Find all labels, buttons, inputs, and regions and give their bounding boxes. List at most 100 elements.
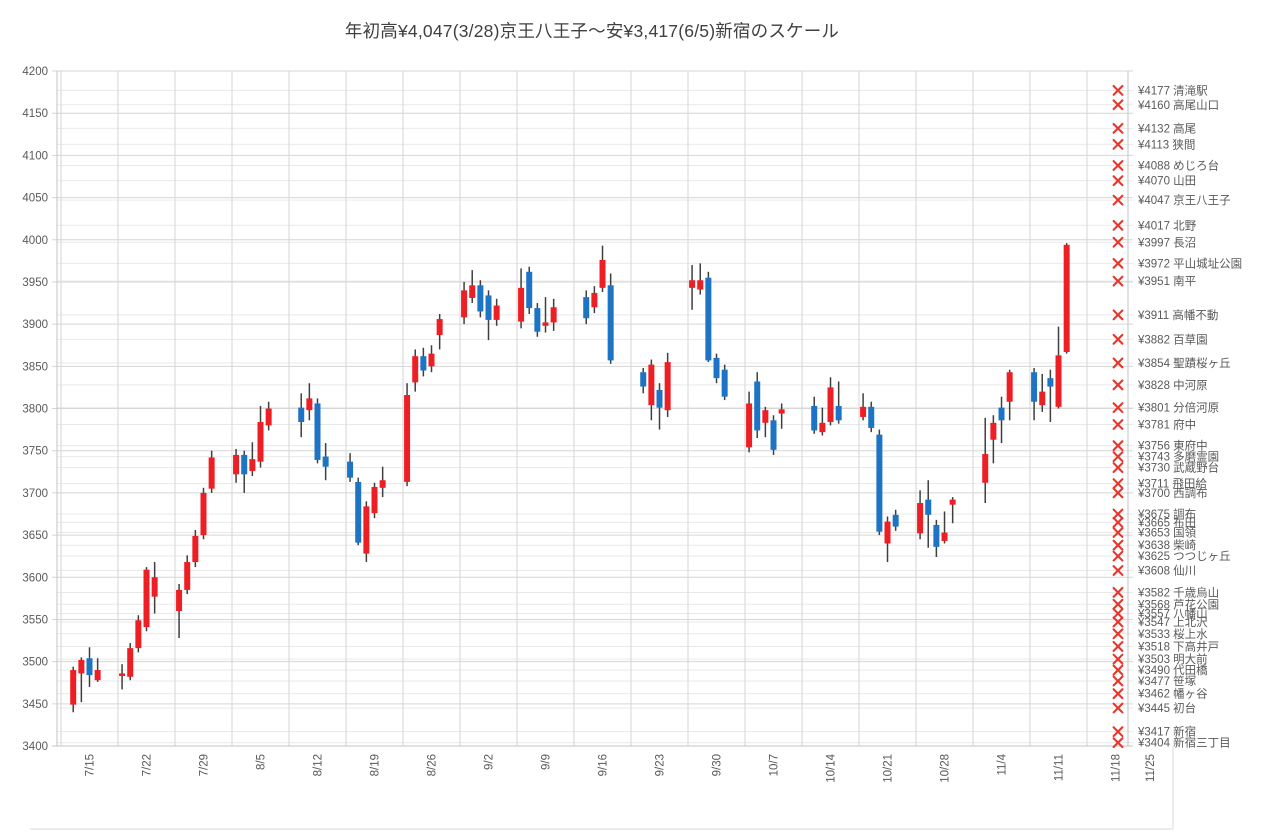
candle-up (184, 562, 191, 590)
candle-up (371, 486, 378, 514)
candle-up (265, 408, 272, 426)
x-axis-tick-label: 10/14 (826, 753, 838, 782)
candle-down (314, 403, 321, 460)
x-marker-icon (1112, 357, 1124, 369)
x-axis-tick-label: 10/7 (769, 754, 781, 776)
candle-down (322, 456, 329, 467)
x-axis-tick-label: 8/5 (256, 754, 268, 770)
candle-down (998, 407, 1005, 421)
x-axis-tick-label: 9/9 (541, 754, 553, 770)
candle-up (404, 395, 411, 482)
station-price-label: ¥4113 狭間 (1137, 138, 1195, 151)
candle-down (656, 389, 663, 408)
station-price-label: ¥3781 府中 (1137, 418, 1196, 432)
x-marker-icon (1112, 653, 1124, 665)
y-axis-tick-label: 3450 (22, 699, 48, 711)
station-price-label: ¥3951 南平 (1137, 274, 1196, 288)
x-marker-icon (1112, 219, 1124, 231)
x-marker-icon (1112, 440, 1124, 452)
candle-up (982, 454, 989, 483)
candle-down (876, 434, 883, 532)
station-price-label: ¥4132 高尾 (1137, 121, 1196, 135)
candle-down (534, 308, 541, 332)
station-price-label: ¥4160 高尾山口 (1137, 98, 1219, 112)
x-marker-icon (1112, 628, 1124, 640)
candle-down (347, 461, 354, 478)
candle-up (151, 577, 158, 597)
chart-title: 年初高¥4,047(3/28)京王八王子～安¥3,417(6/5)新宿のスケール (344, 21, 840, 41)
x-marker-icon (1112, 275, 1124, 287)
candle-down (420, 356, 427, 371)
station-price-label: ¥3625 つつじヶ丘 (1137, 550, 1231, 563)
station-price-label: ¥3462 幡ヶ谷 (1137, 687, 1208, 701)
x-marker-icon (1112, 333, 1124, 345)
x-marker-icon (1112, 598, 1124, 610)
candle-up (941, 532, 948, 541)
x-marker-icon (1112, 702, 1124, 714)
x-marker-icon (1112, 236, 1124, 248)
x-axis-tick-label: 7/29 (199, 754, 211, 776)
x-marker-icon (1112, 99, 1124, 111)
station-price-label: ¥3665 布田 (1137, 516, 1196, 529)
candle-up (208, 457, 215, 489)
candle-up (648, 364, 655, 406)
station-price-label: ¥3608 仙川 (1137, 565, 1196, 578)
y-axis-tick-label: 3950 (22, 277, 48, 289)
candle-up (143, 569, 150, 628)
y-axis-tick-label: 3850 (22, 361, 48, 373)
x-marker-icon (1112, 539, 1124, 551)
x-marker-icon (1112, 487, 1124, 499)
candle-down (583, 297, 590, 319)
x-marker-icon (1112, 379, 1124, 391)
station-price-label: ¥3854 聖蹟桜ヶ丘 (1137, 356, 1231, 370)
station-price-label: ¥3404 新宿三丁目 (1137, 736, 1231, 750)
candle-up (542, 322, 549, 326)
station-price-label: ¥3417 新宿 (1137, 725, 1196, 739)
station-price-label: ¥4088 めじろ台 (1137, 159, 1219, 173)
station-price-label: ¥3700 西調布 (1137, 486, 1208, 500)
station-price-label: ¥3711 飛田給 (1137, 477, 1207, 491)
x-axis-tick-label: 8/12 (313, 754, 325, 776)
y-axis-tick-label: 3700 (22, 488, 48, 500)
x-marker-icon (1112, 419, 1124, 430)
station-price-label: ¥3518 下高井戸 (1137, 639, 1219, 653)
candle-down (1047, 378, 1054, 387)
x-axis-tick-label: 9/16 (598, 754, 610, 776)
candle-up (778, 409, 785, 414)
station-price-label: ¥3547 上北沢 (1137, 615, 1208, 629)
station-price-label: ¥3828 中河原 (1137, 379, 1208, 392)
x-marker-icon (1112, 565, 1124, 576)
candle-up (550, 307, 557, 323)
candle-up (493, 305, 500, 320)
candle-up (94, 670, 101, 681)
y-axis-tick-label: 4200 (22, 66, 48, 78)
candle-down (713, 357, 720, 379)
x-marker-icon (1112, 122, 1124, 134)
station-price-label: ¥3477 笹塚 (1137, 674, 1197, 688)
candle-up (990, 422, 997, 440)
candle-up (591, 292, 598, 308)
x-marker-icon (1112, 508, 1124, 520)
x-marker-icon (1112, 309, 1124, 321)
x-marker-icon (1112, 160, 1124, 171)
station-price-label: ¥3997 長沼 (1137, 235, 1196, 249)
candle-down (355, 481, 362, 543)
station-price-label: ¥3445 初台 (1137, 701, 1196, 715)
y-axis-tick-label: 4100 (22, 150, 48, 162)
x-axis-tick-label: 10/28 (940, 754, 952, 783)
station-price-label: ¥4177 清滝駅 (1137, 84, 1208, 97)
station-price-label: ¥3743 多磨霊園 (1137, 450, 1219, 464)
station-price-label: ¥3557 八幡山 (1137, 607, 1208, 621)
x-marker-icon (1112, 257, 1124, 269)
candle-up (1006, 372, 1013, 402)
station-price-label: ¥3653 国領 (1137, 526, 1197, 540)
candle-up (599, 260, 606, 288)
candle-up (689, 280, 696, 288)
candle-down (1031, 372, 1038, 402)
candle-up (1063, 244, 1070, 352)
candle-down (754, 381, 761, 431)
x-axis-tick-label: 11/4 (997, 753, 1009, 775)
candle-up (697, 280, 704, 290)
candle-up (664, 362, 671, 411)
